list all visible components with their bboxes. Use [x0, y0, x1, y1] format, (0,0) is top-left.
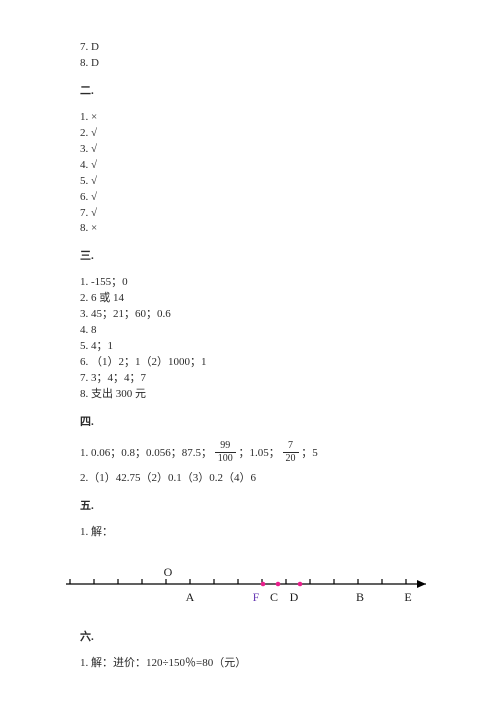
frac-num: 99: [215, 441, 236, 453]
heading-3: 三.: [80, 247, 420, 263]
heading-6: 六.: [80, 628, 420, 644]
frac-den: 20: [283, 453, 299, 464]
fraction-7-20: 7 20: [283, 441, 299, 464]
heading-2: 二.: [80, 82, 420, 98]
s2-item-1: 2. √: [80, 126, 420, 142]
svg-text:O: O: [164, 565, 173, 579]
heading-4: 四.: [80, 413, 420, 429]
s4-part-c: ；5: [301, 447, 318, 459]
number-line-figure: OA B E FCD: [60, 559, 420, 612]
s2-item-0: 1. ×: [80, 110, 420, 126]
s4-row1: 1. 0.06；0.8；0.056；87.5； 99 100 ；1.05； 7 …: [80, 441, 420, 465]
svg-text:D: D: [290, 590, 299, 604]
s3-item-0: 1. -155；0: [80, 275, 420, 291]
s3-item-6: 7. 3；4；4；7: [80, 371, 420, 387]
frac-num: 7: [283, 441, 299, 453]
s4-row2: 2.（1）42.75（2）0.1（3）0.2（4）6: [80, 471, 420, 487]
frac-den: 100: [215, 453, 236, 464]
s2-item-2: 3. √: [80, 142, 420, 158]
s2-item-5: 6. √: [80, 190, 420, 206]
s3-item-1: 2. 6 或 14: [80, 291, 420, 307]
heading-5: 五.: [80, 497, 420, 513]
page: 7. D 8. D 二. 1. × 2. √ 3. √ 4. √ 5. √ 6.…: [0, 0, 500, 672]
svg-text:C: C: [270, 590, 278, 604]
s2-item-6: 7. √: [80, 206, 420, 222]
s3-item-5: 6. （1）2；1（2）1000；1: [80, 355, 420, 371]
s6-item-0: 1. 解：进价：120÷150％=80（元）: [80, 656, 420, 672]
svg-text:A: A: [186, 590, 195, 604]
section2-list: 1. × 2. √ 3. √ 4. √ 5. √ 6. √ 7. √ 8. ×: [80, 110, 420, 238]
top-line-1: 8. D: [80, 56, 420, 72]
top-line-0: 7. D: [80, 40, 420, 56]
s2-item-3: 4. √: [80, 158, 420, 174]
svg-text:F: F: [253, 590, 260, 604]
s3-item-3: 4. 8: [80, 323, 420, 339]
s2-item-4: 5. √: [80, 174, 420, 190]
s4-part-a: 1. 0.06；0.8；0.056；87.5；: [80, 447, 212, 459]
s3-item-4: 5. 4；1: [80, 339, 420, 355]
svg-text:E: E: [404, 590, 411, 604]
s3-item-2: 3. 45；21；60；0.6: [80, 307, 420, 323]
s5-item-0: 1. 解：: [80, 525, 420, 541]
section3-list: 1. -155；0 2. 6 或 14 3. 45；21；60；0.6 4. 8…: [80, 275, 420, 403]
s4-part-b: ；1.05；: [239, 447, 280, 459]
number-line-svg: OA B E FCD: [60, 559, 440, 609]
s2-item-7: 8. ×: [80, 221, 420, 237]
fraction-99-100: 99 100: [215, 441, 236, 464]
s3-item-7: 8. 支出 300 元: [80, 387, 420, 403]
svg-text:B: B: [356, 590, 364, 604]
